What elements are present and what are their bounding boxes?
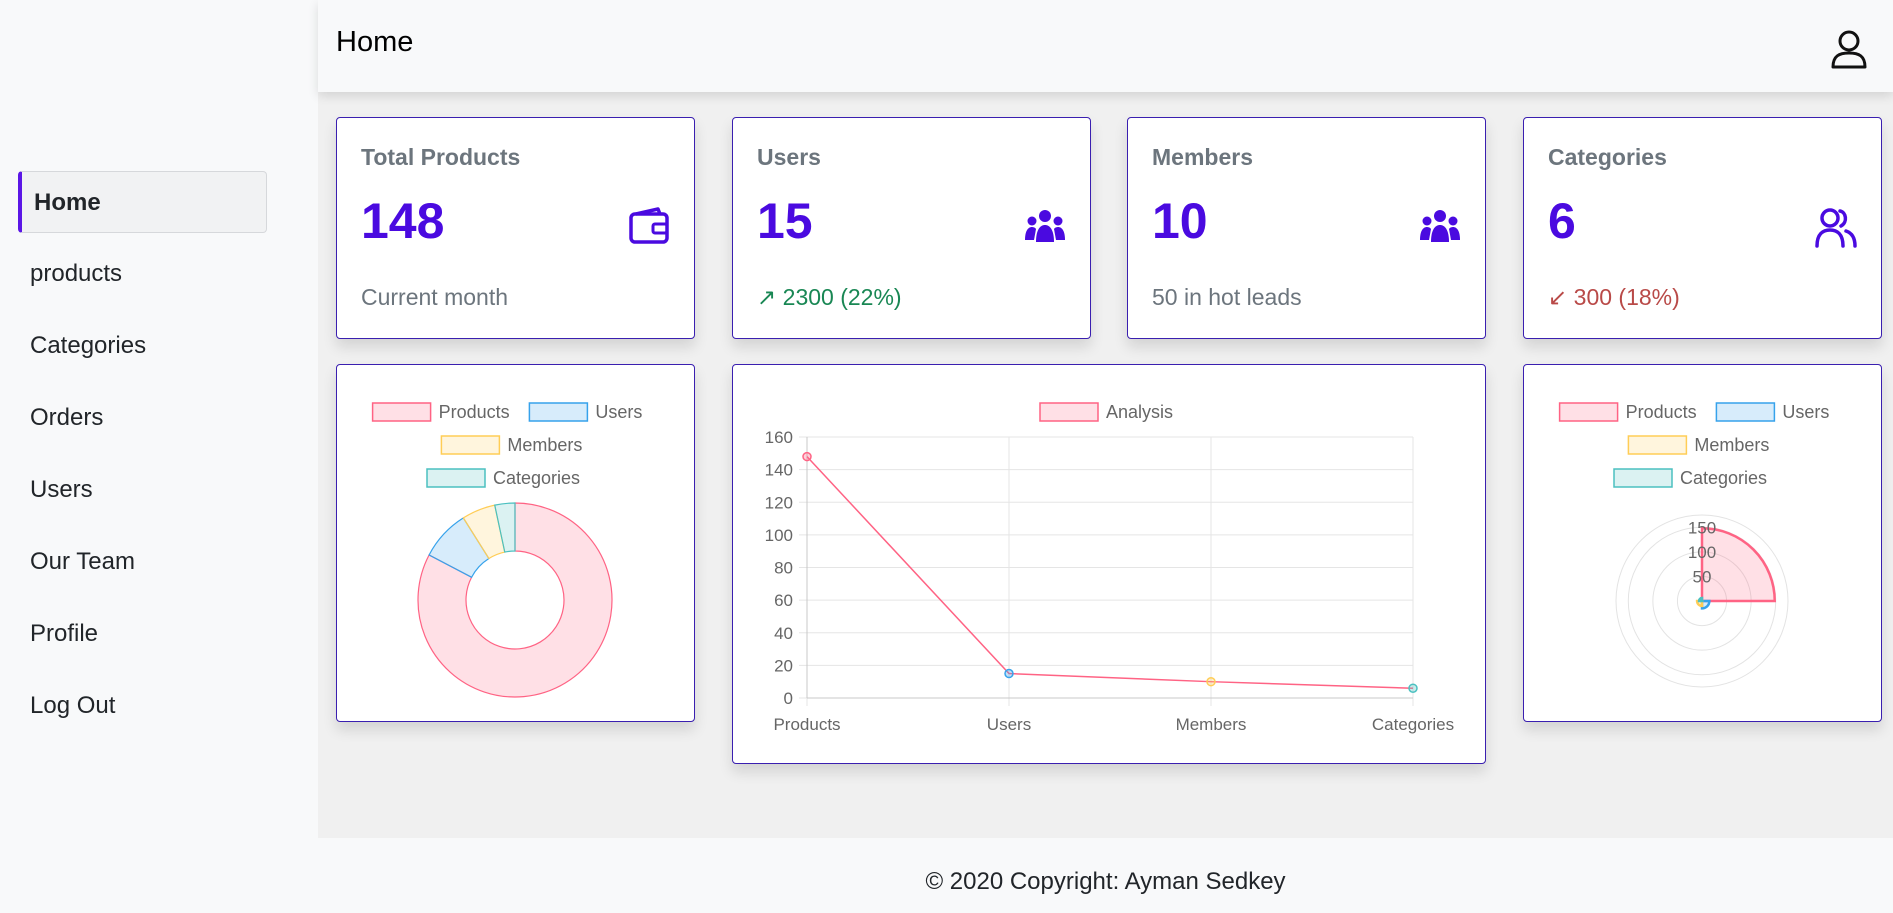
- stat-value: 15: [757, 193, 813, 249]
- legend-swatch: [1613, 468, 1673, 488]
- doughnut-chart-card: Products Users Members Categories: [336, 364, 695, 722]
- stat-subtext: ↙ 300 (18%): [1548, 284, 1680, 310]
- stat-subtext: ↗ 2300 (22%): [757, 284, 902, 310]
- y-tick-label: 20: [774, 656, 793, 675]
- sidebar-item-log-out[interactable]: Log Out: [30, 692, 116, 719]
- user-profile-icon[interactable]: [1829, 28, 1869, 70]
- x-tick-label: Categories: [1372, 715, 1454, 734]
- x-tick-label: Users: [987, 715, 1031, 734]
- legend-swatch: [371, 402, 432, 422]
- stat-label: Users: [757, 144, 821, 170]
- y-tick-label: 140: [765, 461, 793, 480]
- polar-sector: [1700, 527, 1776, 603]
- legend-label: Categories: [493, 468, 580, 488]
- legend-label: Categories: [1680, 468, 1767, 488]
- doughnut-slice: [417, 502, 613, 698]
- stat-label: Members: [1152, 144, 1253, 170]
- data-point: [802, 451, 812, 462]
- legend-label: Analysis: [1106, 402, 1173, 422]
- x-tick-label: Members: [1176, 715, 1247, 734]
- data-point: [1206, 676, 1216, 687]
- stat-card-categories: Categories 6 ↙ 300 (18%): [1523, 117, 1882, 339]
- stat-card-users: Users 15 ↗ 2300 (22%): [732, 117, 1091, 339]
- doughnut-chart: Products Users Members Categories: [371, 402, 642, 698]
- series-line: [806, 456, 1414, 689]
- data-point: [1004, 668, 1014, 679]
- polar-tick-label: 50: [1693, 567, 1712, 586]
- polar-tick-label: 150: [1688, 518, 1716, 537]
- stat-subtext: Current month: [361, 284, 509, 310]
- legend-swatch: [1715, 402, 1776, 422]
- legend-swatch: [426, 468, 486, 488]
- legend-swatch: [440, 435, 501, 455]
- sidebar-item-products[interactable]: products: [30, 260, 123, 287]
- main-content: Total Products 148 Current month Users 1…: [318, 92, 1893, 838]
- stat-label: Categories: [1548, 144, 1667, 170]
- polar-ring: [1615, 514, 1789, 688]
- sidebar-nav: Home products Categories Orders Users Ou…: [18, 171, 267, 747]
- legend-label: Members: [1694, 435, 1769, 455]
- polar-tick-label: 100: [1688, 543, 1716, 562]
- sidebar-item-our-team[interactable]: Our Team: [30, 548, 135, 575]
- legend-swatch: [1558, 402, 1619, 422]
- legend-swatch: [1627, 435, 1688, 455]
- y-tick-label: 120: [765, 493, 793, 512]
- copyright-text: © 2020 Copyright: Ayman Sedkey: [925, 868, 1286, 895]
- line-chart: Analysis 0 20 40 60 80 100 120 140 160 Products Use…: [765, 402, 1454, 734]
- stat-card-total-products: Total Products 148 Current month: [336, 117, 695, 339]
- y-tick-label: 160: [765, 428, 793, 447]
- x-tick-label: Products: [773, 715, 840, 734]
- legend-label: Products: [439, 402, 510, 422]
- sidebar-item-categories[interactable]: Categories: [30, 332, 147, 359]
- polar-sector: [1697, 596, 1704, 603]
- polar-area-chart: Products Users Members Categories 50 100 150: [1558, 402, 1829, 688]
- sidebar-item-users[interactable]: Users: [30, 476, 93, 503]
- stat-label: Total Products: [361, 144, 521, 170]
- y-tick-label: 40: [774, 624, 793, 643]
- legend-label: Members: [507, 435, 582, 455]
- top-header: Home: [318, 0, 1893, 92]
- people-icon: [1025, 210, 1065, 242]
- stat-value: 6: [1548, 193, 1576, 249]
- sidebar-item-orders[interactable]: Orders: [30, 404, 104, 431]
- legend-swatch: [1039, 402, 1099, 422]
- sidebar-item-home[interactable]: Home: [18, 171, 267, 233]
- stat-subtext: 50 in hot leads: [1152, 284, 1302, 310]
- doughnut-slice: [494, 502, 516, 553]
- stat-value: 148: [361, 193, 445, 249]
- y-tick-label: 80: [774, 559, 793, 578]
- legend-label: Products: [1626, 402, 1697, 422]
- stat-value: 10: [1152, 193, 1208, 249]
- polar-chart-card: Products Users Members Categories 50 100 150: [1523, 364, 1882, 722]
- polar-sector: [1700, 599, 1711, 610]
- people-icon: [1420, 210, 1460, 242]
- legend-swatch: [528, 402, 589, 422]
- page-title: Home: [336, 26, 414, 58]
- y-tick-label: 100: [765, 526, 793, 545]
- users-icon: [1815, 208, 1857, 248]
- data-point: [1408, 683, 1418, 693]
- legend-label: Users: [1782, 402, 1829, 422]
- footer: © 2020 Copyright: Ayman Sedkey: [318, 838, 1893, 913]
- y-tick-label: 60: [774, 591, 793, 610]
- sidebar: Home products Categories Orders Users Ou…: [0, 0, 318, 913]
- stat-card-members: Members 10 50 in hot leads: [1127, 117, 1486, 339]
- legend-label: Users: [595, 402, 642, 422]
- line-chart-card: Analysis 0 20 40 60 80 100 120 140 160 Products Use…: [732, 364, 1486, 764]
- y-tick-label: 0: [784, 689, 793, 708]
- wallet-icon: [629, 207, 669, 244]
- sidebar-item-profile[interactable]: Profile: [30, 620, 99, 647]
